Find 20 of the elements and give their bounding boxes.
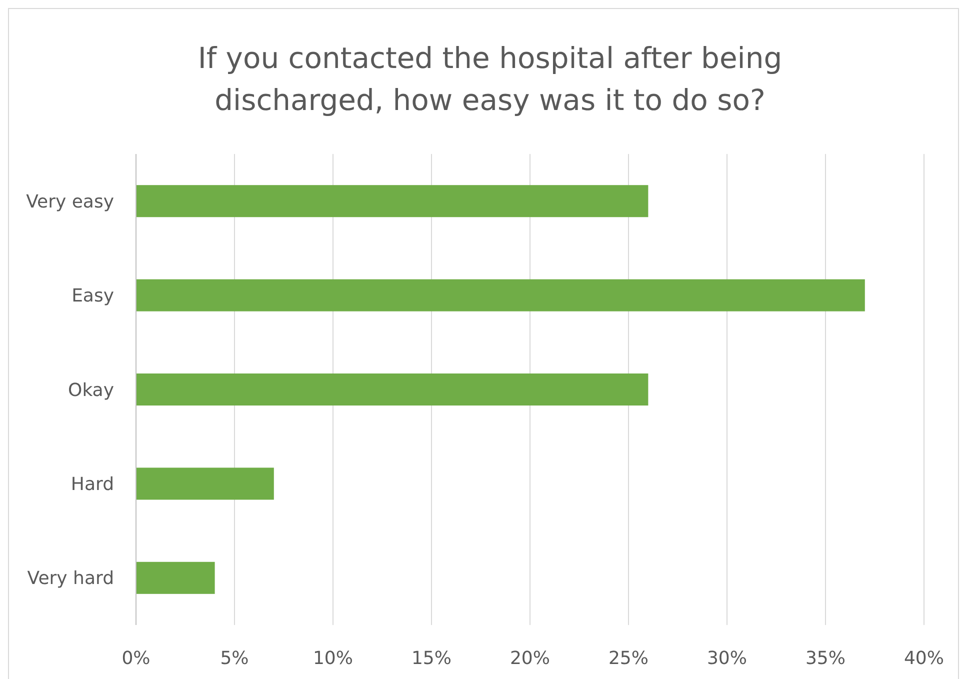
y-tick-label: Okay xyxy=(68,380,114,401)
x-tick-label: 0% xyxy=(122,648,150,669)
bar xyxy=(136,468,274,500)
bar xyxy=(136,279,865,312)
y-tick-label: Easy xyxy=(72,286,114,307)
bar xyxy=(136,373,648,406)
x-tick-label: 15% xyxy=(411,648,452,669)
bar xyxy=(136,562,215,594)
y-tick-label: Very easy xyxy=(26,191,114,212)
bar xyxy=(136,185,648,218)
x-tick-label: 5% xyxy=(220,648,249,669)
x-tick-label: 40% xyxy=(904,648,944,669)
y-tick-label: Hard xyxy=(70,474,114,495)
y-tick-label: Very hard xyxy=(27,568,114,590)
x-tick-label: 35% xyxy=(805,648,846,669)
x-tick-label: 25% xyxy=(608,648,649,669)
x-tick-label: 20% xyxy=(510,648,550,669)
x-tick-label: 10% xyxy=(312,648,354,669)
x-tick-label: 30% xyxy=(706,648,748,669)
chart-title: If you contacted the hospital after being discharged, how easy was it to do so? xyxy=(198,41,782,117)
